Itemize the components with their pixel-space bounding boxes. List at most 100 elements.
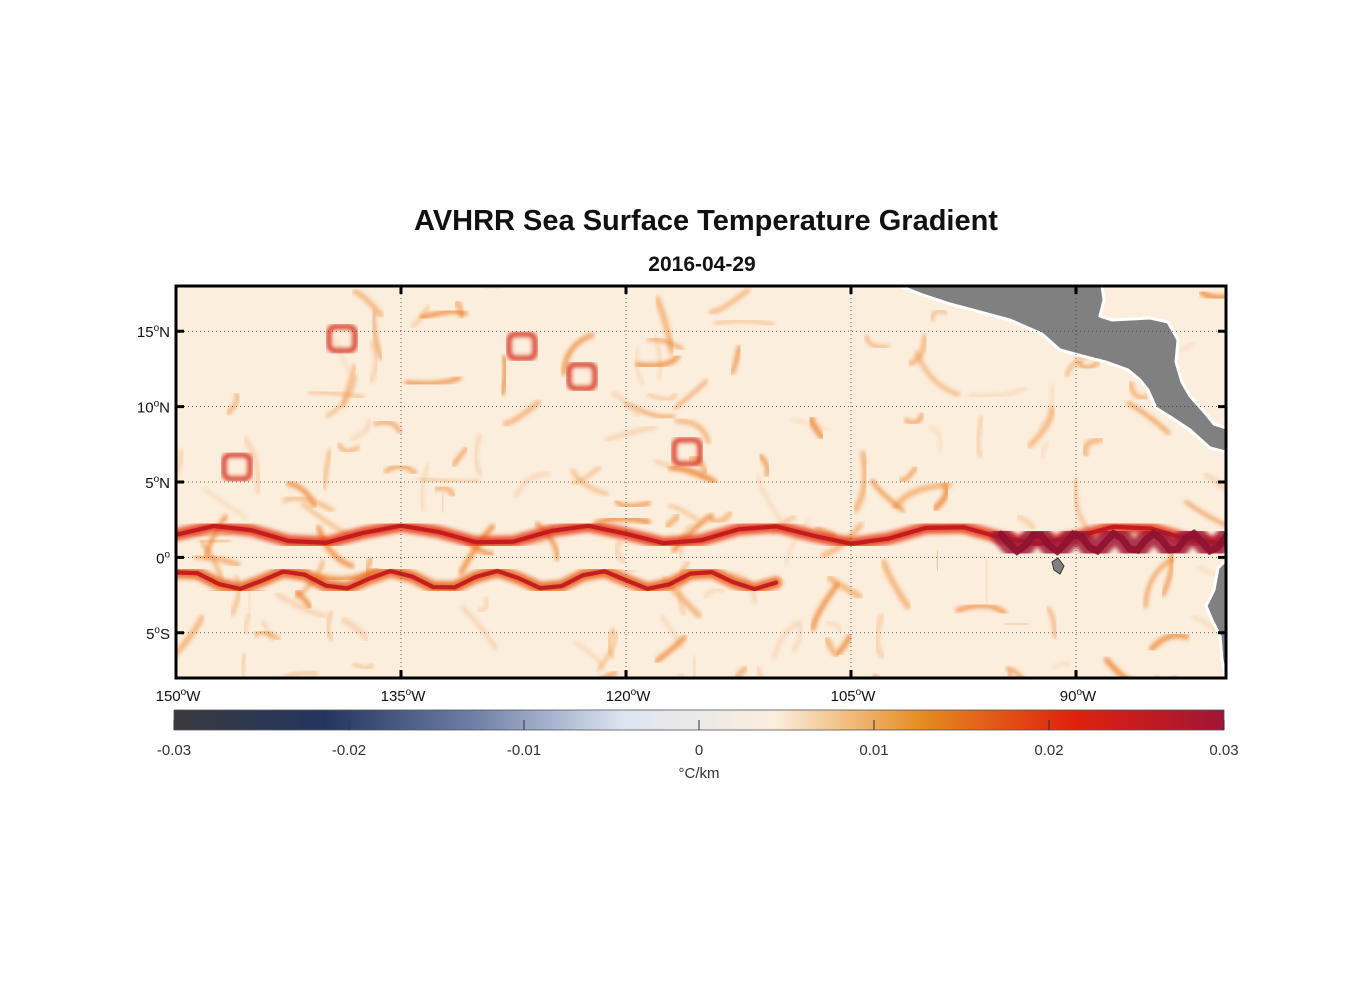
gradient-streak bbox=[316, 525, 355, 569]
gradient-streak bbox=[646, 392, 677, 401]
gradient-streak bbox=[729, 345, 742, 375]
gradient-streak bbox=[596, 631, 618, 672]
gradient-streak bbox=[614, 499, 652, 509]
gradient-streak bbox=[1004, 622, 1030, 626]
gradient-streak bbox=[476, 595, 490, 613]
gradient-streak bbox=[654, 296, 675, 355]
gradient-streak bbox=[439, 489, 446, 514]
gradient-streak bbox=[1073, 478, 1090, 531]
gradient-streak bbox=[825, 620, 842, 634]
colorbar-tick-label: 0.01 bbox=[859, 742, 888, 759]
map-plot-area: 150oW 135oW 120oW 105oW 90oW 15oN 10oN 5oN 0o 5oS bbox=[137, 284, 1228, 705]
gradient-streak bbox=[410, 304, 430, 328]
gradient-streak bbox=[634, 348, 645, 386]
gradient-streak bbox=[968, 386, 1027, 398]
gradient-streak bbox=[852, 450, 869, 513]
gradient-streak bbox=[984, 558, 989, 604]
gradient-streak bbox=[352, 289, 384, 318]
lon-tick-label: 135oW bbox=[381, 687, 427, 705]
gradient-streak bbox=[282, 496, 335, 513]
gradient-streak bbox=[674, 418, 711, 445]
gradient-streak bbox=[371, 310, 383, 360]
gradient-streak bbox=[713, 319, 775, 327]
gradient-streak bbox=[668, 465, 718, 485]
gradient-streak bbox=[1076, 360, 1100, 370]
colorbar-tick-label: 0.03 bbox=[1209, 742, 1238, 759]
colorbar-tick-label: -0.01 bbox=[507, 742, 541, 759]
gradient-streak bbox=[755, 666, 764, 678]
gradient-streak bbox=[1040, 441, 1050, 460]
lat-tick-label: 10oN bbox=[137, 399, 170, 417]
gradient-streak bbox=[561, 332, 595, 376]
gradient-streak bbox=[1149, 632, 1190, 652]
gradient-streak bbox=[610, 390, 641, 417]
gradient-streak bbox=[419, 308, 468, 321]
gradient-streak bbox=[1103, 656, 1131, 678]
lon-tick-label: 105oW bbox=[831, 687, 877, 705]
gradient-streak bbox=[691, 656, 697, 678]
gradient-streak bbox=[473, 433, 484, 477]
gradient-streak bbox=[308, 390, 365, 399]
lon-tick-label: 150oW bbox=[156, 687, 202, 705]
gradient-streak bbox=[337, 442, 360, 453]
gradient-streak bbox=[871, 673, 878, 678]
gradient-streak bbox=[499, 355, 508, 396]
gradient-streak bbox=[570, 468, 609, 496]
lat-tick-label: 5oS bbox=[146, 625, 170, 643]
gradient-streak bbox=[914, 351, 961, 397]
axis-ticks: 150oW 135oW 120oW 105oW 90oW 15oN 10oN 5oN 0o 5oS bbox=[137, 286, 1226, 705]
gradient-streak bbox=[247, 590, 252, 614]
colorbar-tick-label: 0.02 bbox=[1034, 742, 1063, 759]
gradient-streak bbox=[1082, 437, 1104, 458]
gradient-streak bbox=[373, 420, 402, 435]
gradient-streak bbox=[514, 471, 551, 498]
gradient-streak bbox=[955, 603, 1007, 616]
gradient-streak bbox=[451, 446, 468, 467]
gradient-streak bbox=[340, 616, 370, 642]
gradient-streak bbox=[865, 334, 890, 348]
gradient-streak bbox=[667, 503, 699, 521]
gradient-streak bbox=[654, 634, 687, 664]
gradient-streak bbox=[892, 482, 953, 510]
gradient-streak bbox=[367, 340, 380, 384]
equatorial-front-core bbox=[176, 568, 779, 592]
gradient-streak bbox=[810, 582, 840, 632]
gradient-streak bbox=[1143, 557, 1175, 609]
gradient-streak bbox=[326, 611, 335, 642]
equatorial-front-core bbox=[997, 528, 1226, 556]
gradient-streak bbox=[826, 575, 863, 600]
gradient-streak bbox=[1172, 675, 1177, 678]
gradient-streak bbox=[613, 539, 627, 565]
central-america-land bbox=[899, 286, 1226, 454]
galapagos-islands bbox=[1051, 557, 1065, 575]
gradient-streak bbox=[1046, 606, 1057, 639]
gradient-streak bbox=[349, 418, 371, 441]
gradient-streak bbox=[254, 630, 281, 641]
lat-tick-label: 0o bbox=[156, 549, 170, 567]
gradient-streak bbox=[417, 477, 480, 484]
colorbar-tick-label: -0.02 bbox=[332, 742, 366, 759]
gradient-streak bbox=[708, 510, 733, 524]
colorbar-tick-label: -0.03 bbox=[157, 742, 191, 759]
gradient-streak bbox=[927, 426, 943, 454]
gradient-streak bbox=[200, 541, 224, 581]
chart-title: AVHRR Sea Surface Temperature Gradient bbox=[414, 205, 998, 237]
colorbar: -0.03 -0.02 -0.01 0 0.01 0.02 0.03 °C/km bbox=[157, 709, 1239, 782]
gradient-streak bbox=[325, 374, 357, 418]
eddy-loop bbox=[221, 452, 253, 482]
gradient-streak bbox=[974, 415, 986, 459]
gradient-streak bbox=[835, 633, 853, 656]
gradient-streak bbox=[791, 623, 804, 653]
gradient-streak bbox=[1195, 564, 1216, 577]
gradient-streak bbox=[808, 416, 825, 440]
gradient-streak bbox=[502, 399, 542, 427]
gradient-streak bbox=[322, 448, 332, 491]
eddy-loop bbox=[506, 331, 538, 361]
gradient-streak bbox=[734, 665, 749, 678]
gradient-streak bbox=[790, 417, 829, 431]
gradient-streak bbox=[225, 392, 241, 416]
gradient-streak bbox=[1203, 472, 1226, 493]
gradient-streak bbox=[420, 463, 431, 512]
gradient-streak bbox=[758, 453, 770, 478]
gradient-streak bbox=[898, 465, 918, 483]
